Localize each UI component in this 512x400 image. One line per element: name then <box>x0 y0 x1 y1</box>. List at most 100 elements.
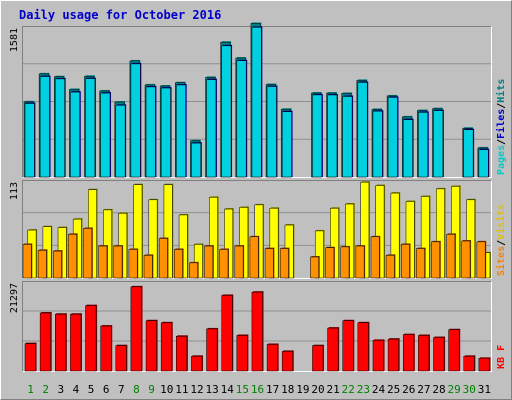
bar-files-12-face <box>191 142 202 178</box>
bar-kbf-22-face <box>342 320 354 372</box>
bar-files-7 <box>115 104 127 178</box>
day-label-23: 23 <box>357 383 370 396</box>
legend-item: Sites <box>495 246 507 276</box>
bar-files-4 <box>70 91 81 178</box>
bar-kbf-16 <box>251 291 264 372</box>
legend-item: Files <box>495 109 507 139</box>
bar-files-3 <box>55 77 66 178</box>
bar-files-21 <box>327 93 338 178</box>
bar-kbf-17 <box>266 343 279 372</box>
bar-files-20-face <box>312 94 323 178</box>
bar-sites-12 <box>189 261 199 279</box>
bar-kbf-14 <box>221 294 234 372</box>
bar-files-9 <box>145 85 157 178</box>
bar-kbf-5 <box>85 304 98 372</box>
bar-kbf-30 <box>463 355 476 372</box>
bar-files-25-face <box>387 97 398 178</box>
bar-sites-13 <box>204 245 214 279</box>
bar-kbf-24-face <box>372 340 384 372</box>
legend-item: Visits <box>495 204 507 240</box>
bar-sites-25-face <box>385 255 395 279</box>
bar-kbf-23 <box>357 321 370 372</box>
bar-files-31-face <box>478 149 489 178</box>
bar-sites-26 <box>400 243 411 279</box>
bar-kbf-30-face <box>463 356 475 372</box>
panel-visitors-bevel-dark <box>22 180 492 279</box>
bar-sites-9-face <box>143 255 153 279</box>
bar-files-2 <box>39 75 51 178</box>
bar-kbf-6 <box>100 325 113 372</box>
bar-kbf-31-face <box>478 358 490 372</box>
bar-files-12 <box>191 142 202 178</box>
bar-files-1 <box>24 102 36 178</box>
day-label-19: 19 <box>296 383 309 396</box>
bar-sites-14 <box>219 248 229 279</box>
bar-sites-4-face <box>68 234 77 279</box>
bar-kbf-21-face <box>327 327 339 372</box>
bar-files-13-face <box>206 79 217 178</box>
day-label-3: 3 <box>58 383 65 396</box>
bar-files-11-face <box>176 84 186 178</box>
day-label-7: 7 <box>118 383 125 396</box>
panel-kbytes-legend: KB F <box>496 345 507 369</box>
bar-kbf-3-face <box>55 313 67 372</box>
bar-sites-21-face <box>325 247 335 279</box>
bar-sites-5-face <box>83 228 93 279</box>
day-label-14: 14 <box>221 383 235 396</box>
bar-sites-2 <box>37 249 48 279</box>
day-label-31: 31 <box>478 383 491 396</box>
bar-files-22-face <box>342 96 353 178</box>
bar-kbf-23-face <box>357 322 369 372</box>
bar-sites-6-face <box>98 245 108 279</box>
bar-sites-26-face <box>400 244 410 279</box>
bar-sites-8-face <box>128 249 138 279</box>
bar-sites-7 <box>113 245 124 279</box>
bar-files-24 <box>372 110 384 178</box>
bar-sites-18 <box>279 247 290 279</box>
panel-visitors: 113 Sites/Visits <box>9 180 507 279</box>
x-axis-day-labels: 1 2 3 4 5 6 7 8 9 10 11 12 13 14 15 16 17 18 19 20 21 22 23 24 2… <box>27 383 491 396</box>
bar-files-15-face <box>236 60 247 178</box>
legend-item: Hits <box>495 79 507 103</box>
day-label-22: 22 <box>342 383 355 396</box>
bar-files-28-face <box>433 110 444 178</box>
day-label-5: 5 <box>88 383 95 396</box>
panel-kbytes-bevel-dark <box>22 281 492 372</box>
bar-sites-11 <box>174 248 184 279</box>
bar-kbf-25 <box>387 338 400 372</box>
bar-kbf-31 <box>478 357 491 372</box>
bar-files-5 <box>85 77 96 178</box>
bar-kbf-7 <box>115 344 128 372</box>
bar-kbf-9 <box>145 319 158 372</box>
legend-item: / <box>496 139 507 145</box>
day-label-6: 6 <box>103 383 110 396</box>
bar-files-24-face <box>372 110 383 178</box>
bar-kbf-17-face <box>266 344 278 372</box>
bar-kbf-10 <box>160 321 173 372</box>
bar-kbf-28-face <box>433 337 445 372</box>
legend-item: / <box>496 240 507 246</box>
day-label-9: 9 <box>148 383 155 396</box>
bar-sites-15-face <box>234 245 244 279</box>
panel-requests-max-label: 1581 <box>9 28 20 52</box>
bar-kbf-26 <box>402 333 415 372</box>
bar-sites-27 <box>416 247 426 279</box>
panel-kbytes: 21297 KB F <box>9 281 507 372</box>
bar-kbf-4-face <box>70 313 82 372</box>
bar-kbf-12 <box>191 355 204 372</box>
bar-files-22 <box>342 95 354 178</box>
bar-files-5-face <box>85 78 96 178</box>
bar-sites-31 <box>476 240 487 279</box>
bar-sites-22 <box>340 245 351 279</box>
bar-sites-30 <box>461 240 472 279</box>
bar-sites-7-face <box>113 245 123 279</box>
bar-files-8-face <box>130 63 141 178</box>
bar-files-16-face <box>251 27 262 178</box>
day-label-30: 30 <box>463 383 476 396</box>
bar-sites-3 <box>53 250 63 279</box>
bar-files-28 <box>433 109 444 178</box>
bar-kbf-15 <box>236 334 249 372</box>
bar-kbf-24 <box>372 339 385 372</box>
day-label-13: 13 <box>205 383 218 396</box>
